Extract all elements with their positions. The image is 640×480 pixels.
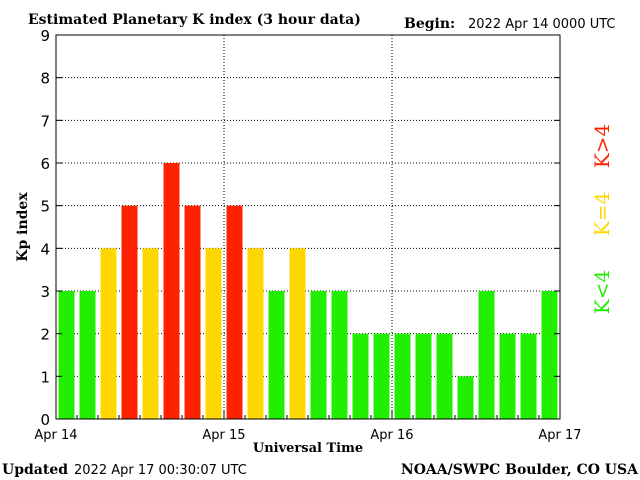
kp-bar — [184, 205, 201, 419]
bars — [58, 163, 558, 419]
y-tick-label: 1 — [40, 368, 50, 386]
x-axis: Apr 14 Apr 15 Apr 16 Apr 17 — [34, 411, 582, 443]
x-tick-label: Apr 15 — [202, 428, 245, 443]
kp-bar — [352, 333, 369, 419]
kp-bar — [373, 333, 390, 419]
x-tick-label: Apr 17 — [538, 428, 581, 443]
y-tick-label: 0 — [40, 411, 50, 429]
y-tick-label: 9 — [40, 27, 50, 45]
grid-lines — [56, 35, 560, 419]
x-tick-label: Apr 14 — [34, 428, 77, 443]
begin-label: Begin: — [404, 16, 455, 32]
kp-bar — [520, 333, 537, 419]
kp-bar — [58, 291, 75, 419]
y-tick-label: 5 — [40, 198, 50, 216]
kp-bar — [478, 291, 495, 419]
kp-bar — [415, 333, 432, 419]
kp-bar — [100, 248, 117, 419]
kp-bar — [226, 205, 243, 419]
kp-bar — [268, 291, 285, 419]
y-tick-label: 2 — [40, 326, 50, 344]
updated-value: 2022 Apr 17 00:30:07 UTC — [74, 463, 247, 478]
kp-bar — [142, 248, 159, 419]
kp-bar — [205, 248, 222, 419]
y-tick-label: 6 — [40, 155, 50, 173]
kp-bar — [394, 333, 411, 419]
credit-text: NOAA/SWPC Boulder, CO USA — [401, 462, 639, 478]
kp-bar — [541, 291, 558, 419]
kp-bar — [79, 291, 96, 419]
kp-bar — [436, 333, 453, 419]
kp-bar — [247, 248, 264, 419]
kp-bar — [163, 163, 180, 419]
kp-bar — [289, 248, 306, 419]
kp-bar — [331, 291, 348, 419]
x-tick-label: Apr 16 — [370, 428, 413, 443]
kp-bar — [499, 333, 516, 419]
legend-item: K=4 — [590, 192, 614, 236]
chart-title: Estimated Planetary K index (3 hour data… — [28, 12, 361, 28]
legend: K>4 K=4 K<4 — [590, 124, 614, 314]
y-axis-label: Kp index — [15, 192, 31, 262]
y-tick-label: 4 — [40, 240, 50, 258]
begin-value: 2022 Apr 14 0000 UTC — [468, 17, 616, 32]
kp-bar — [121, 205, 138, 419]
updated-label: Updated — [2, 462, 68, 478]
legend-item: K>4 — [590, 124, 614, 168]
y-axis: 0 1 2 3 4 5 6 7 8 9 — [40, 27, 560, 429]
kp-bar — [457, 376, 474, 419]
x-axis-label: Universal Time — [253, 441, 363, 456]
y-tick-label: 7 — [40, 112, 50, 130]
legend-item: K<4 — [590, 270, 614, 314]
y-tick-label: 8 — [40, 70, 50, 88]
kp-bar — [310, 291, 327, 419]
y-tick-label: 3 — [40, 283, 50, 301]
